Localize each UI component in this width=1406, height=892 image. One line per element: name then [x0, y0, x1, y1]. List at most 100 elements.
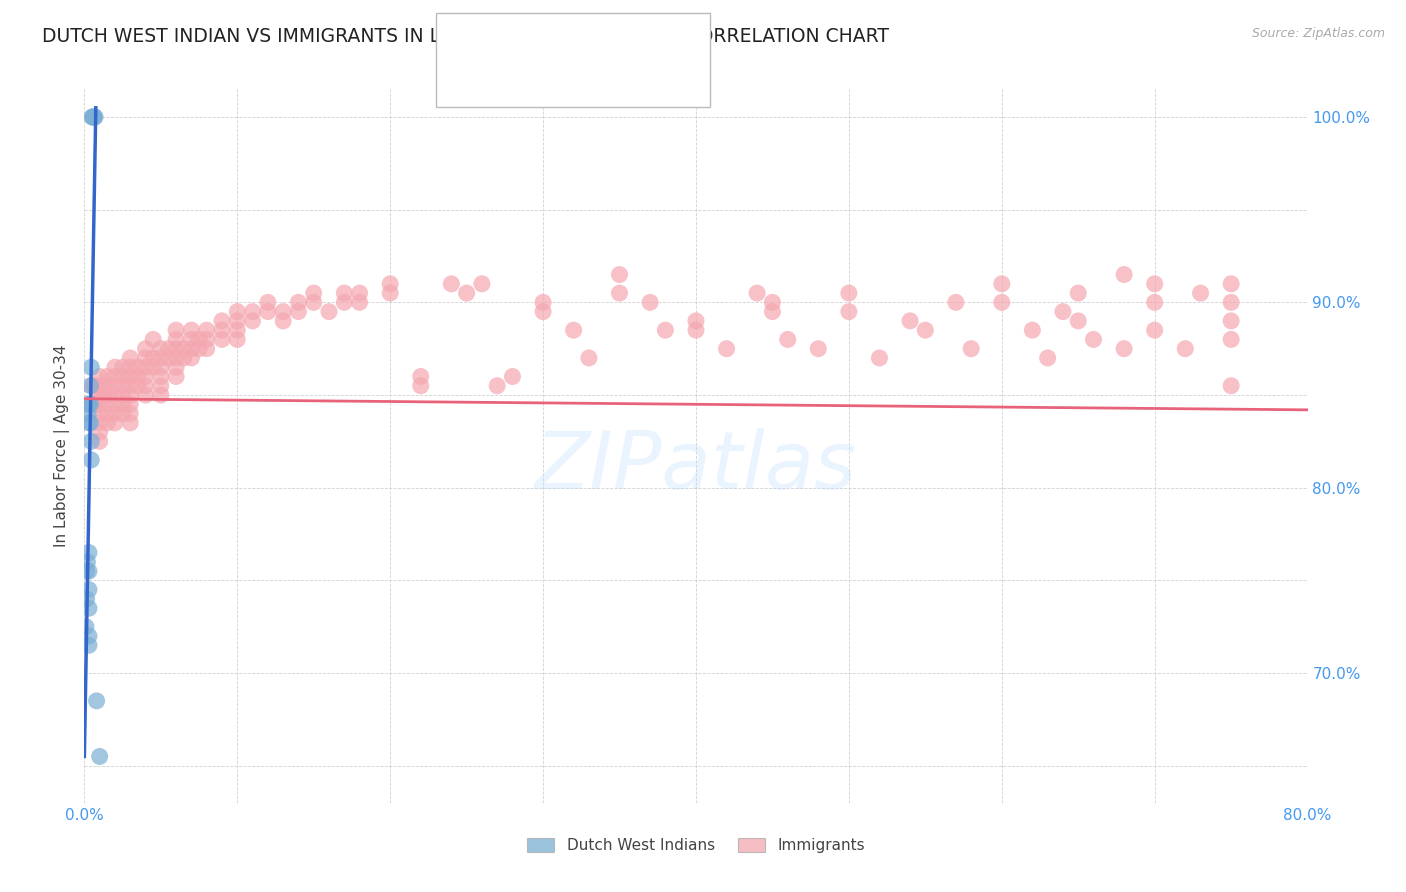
Point: [257, 295, 280, 310]
Point: [1083, 333, 1105, 347]
Point: [188, 342, 211, 356]
Point: [609, 268, 631, 282]
Point: [149, 360, 172, 375]
Point: [165, 351, 187, 365]
Point: [380, 277, 402, 291]
Point: [716, 342, 738, 356]
Point: [440, 277, 463, 291]
Point: [127, 378, 149, 392]
Point: [77, 601, 100, 615]
Point: [120, 378, 142, 392]
Point: [188, 333, 211, 347]
Point: [318, 304, 340, 318]
Point: [80, 110, 103, 124]
Point: [77, 397, 100, 411]
Point: [149, 342, 172, 356]
Point: [127, 369, 149, 384]
Point: [180, 351, 202, 365]
Text: R =  -0.023   N =  146: R = -0.023 N = 146: [495, 68, 678, 86]
Point: [83, 110, 105, 124]
Point: [89, 434, 111, 449]
Point: [869, 351, 891, 365]
Point: [242, 314, 264, 328]
Point: [120, 369, 142, 384]
Point: [173, 342, 195, 356]
Text: ZIPatlas: ZIPatlas: [534, 428, 858, 507]
Point: [80, 378, 103, 392]
Point: [1220, 378, 1243, 392]
Point: [242, 304, 264, 318]
Point: [211, 314, 233, 328]
Point: [960, 342, 983, 356]
Point: [531, 304, 554, 318]
Point: [226, 323, 249, 337]
Point: [86, 694, 108, 708]
Bar: [456, 64, 486, 91]
Point: [104, 360, 127, 375]
Point: [1143, 277, 1166, 291]
Point: [1067, 314, 1090, 328]
Point: [502, 369, 524, 384]
Point: [111, 360, 134, 375]
Point: [135, 388, 157, 402]
Y-axis label: In Labor Force | Age 30-34: In Labor Force | Age 30-34: [55, 344, 70, 548]
Point: [1220, 277, 1243, 291]
Bar: [456, 30, 486, 56]
Point: [135, 360, 157, 375]
Point: [838, 304, 860, 318]
Point: [77, 397, 100, 411]
Point: [89, 397, 111, 411]
Point: [77, 564, 100, 578]
Point: [287, 295, 309, 310]
Point: [89, 407, 111, 421]
Point: [257, 304, 280, 318]
Point: [96, 388, 118, 402]
Point: [149, 369, 172, 384]
Point: [89, 378, 111, 392]
Point: [142, 333, 165, 347]
Point: [1036, 351, 1059, 365]
Point: [149, 351, 172, 365]
Point: [1174, 342, 1197, 356]
Point: [83, 110, 105, 124]
Point: [1067, 286, 1090, 301]
Point: [1220, 314, 1243, 328]
Point: [111, 407, 134, 421]
Point: [79, 416, 101, 430]
Point: [135, 342, 157, 356]
Point: [685, 314, 707, 328]
Point: [135, 378, 157, 392]
Point: [578, 351, 600, 365]
Point: [349, 286, 371, 301]
Point: [96, 407, 118, 421]
Point: [761, 304, 783, 318]
Point: [89, 425, 111, 439]
Point: [409, 378, 432, 392]
Point: [77, 416, 100, 430]
Point: [180, 333, 202, 347]
Text: Source: ZipAtlas.com: Source: ZipAtlas.com: [1251, 27, 1385, 40]
Point: [531, 295, 554, 310]
Point: [91, 378, 114, 392]
Point: [76, 591, 98, 606]
Point: [195, 323, 218, 337]
Point: [226, 314, 249, 328]
Point: [333, 295, 356, 310]
Point: [654, 323, 676, 337]
Point: [77, 545, 100, 559]
Point: [226, 304, 249, 318]
Point: [79, 378, 101, 392]
Point: [111, 369, 134, 384]
Point: [747, 286, 769, 301]
Point: [165, 323, 187, 337]
Point: [89, 416, 111, 430]
Point: [180, 323, 202, 337]
Point: [96, 416, 118, 430]
Point: [776, 333, 799, 347]
Point: [89, 388, 111, 402]
Point: [76, 555, 98, 569]
Point: [807, 342, 830, 356]
Point: [104, 416, 127, 430]
Point: [104, 378, 127, 392]
Point: [349, 295, 371, 310]
